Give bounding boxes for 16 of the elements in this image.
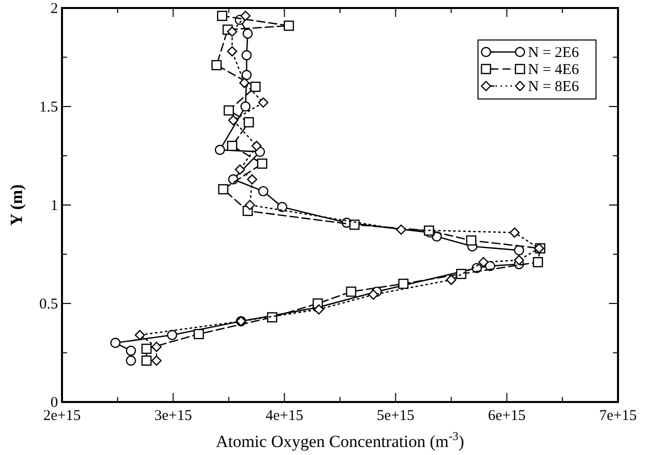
legend-label: N = 8E6	[528, 79, 580, 95]
y-tick-label: 1	[50, 198, 58, 214]
y-tick-label: 0.5	[39, 296, 58, 312]
x-tick-label: 3e+15	[154, 408, 192, 424]
y-tick-label: 1.5	[39, 100, 58, 116]
legend-label: N = 2E6	[528, 45, 580, 61]
x-tick-label: 7e+15	[599, 408, 637, 424]
x-tick-label: 4e+15	[266, 408, 304, 424]
x-axis-title: Atomic Oxygen Concentration (m$^{-3}$)	[216, 429, 464, 451]
x-tick-label: 6e+15	[488, 408, 526, 424]
y-tick-label: 2	[50, 1, 58, 17]
x-tick-label: 5e+15	[376, 408, 414, 424]
y-tick-label: 0	[50, 395, 58, 411]
y-axis-title: Y (m)	[7, 184, 26, 226]
x-tick-label: 2e+15	[43, 408, 81, 424]
legend-label: N = 4E6	[528, 62, 580, 78]
